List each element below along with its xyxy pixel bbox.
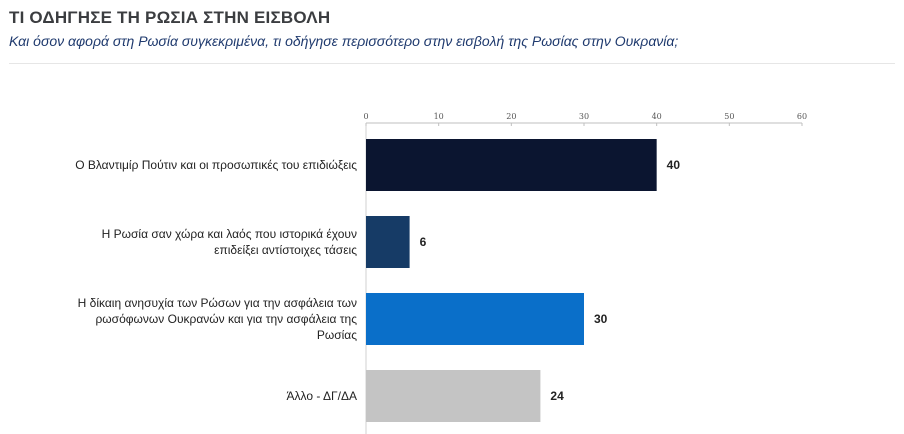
category-label-line: Η δίκαιη ανησυχία των Ρώσων για την ασφά… bbox=[78, 296, 357, 310]
category-label-line: Άλλο - ΔΓ/ΔΑ bbox=[287, 389, 357, 403]
data-label: 40 bbox=[667, 158, 681, 172]
data-label: 30 bbox=[594, 312, 608, 326]
x-tick-label: 0 bbox=[363, 112, 368, 121]
bar bbox=[366, 370, 541, 422]
page-subtitle: Και όσον αφορά στη Ρωσία συγκεκριμένα, τ… bbox=[9, 33, 679, 49]
category-label: Η Ρωσία σαν χώρα και λαός που ιστορικά έ… bbox=[102, 227, 358, 257]
category-label-line: Ρωσίας bbox=[317, 328, 357, 342]
category-label: Άλλο - ΔΓ/ΔΑ bbox=[287, 389, 357, 403]
category-label-line: Η Ρωσία σαν χώρα και λαός που ιστορικά έ… bbox=[102, 227, 357, 241]
header-divider bbox=[9, 63, 895, 64]
bar bbox=[366, 216, 410, 268]
chart-bars bbox=[366, 139, 657, 422]
category-label-line: επιδείξει αντίστοιχες τάσεις bbox=[214, 243, 357, 257]
data-label: 6 bbox=[420, 235, 427, 249]
page-title: ΤΙ ΟΔΗΓΗΣΕ ΤΗ ΡΩΣΙΑ ΣΤΗΝ ΕΙΣΒΟΛΗ bbox=[9, 8, 331, 27]
category-label-line: Ο Βλαντιμίρ Πούτιν και οι προσωπικές του… bbox=[75, 158, 357, 172]
x-tick-label: 10 bbox=[434, 112, 444, 121]
chart-labels: 40 Ο Βλαντιμίρ Πούτιν και οι προσωπικές τ… bbox=[75, 158, 680, 403]
category-label: Η δίκαιη ανησυχία των Ρώσων για την ασφά… bbox=[78, 296, 358, 342]
x-tick-label: 40 bbox=[652, 112, 662, 121]
x-tick-label: 50 bbox=[724, 112, 734, 121]
x-tick-label: 60 bbox=[797, 112, 807, 121]
data-label: 24 bbox=[550, 389, 564, 403]
x-tick-label: 20 bbox=[506, 112, 516, 121]
bar bbox=[366, 139, 657, 191]
category-label: Ο Βλαντιμίρ Πούτιν και οι προσωπικές του… bbox=[75, 158, 357, 172]
x-tick-label: 30 bbox=[579, 112, 589, 121]
bar bbox=[366, 293, 584, 345]
category-label-line: ρωσόφωνων Ουκρανών και για την ασφάλεια … bbox=[95, 312, 357, 326]
